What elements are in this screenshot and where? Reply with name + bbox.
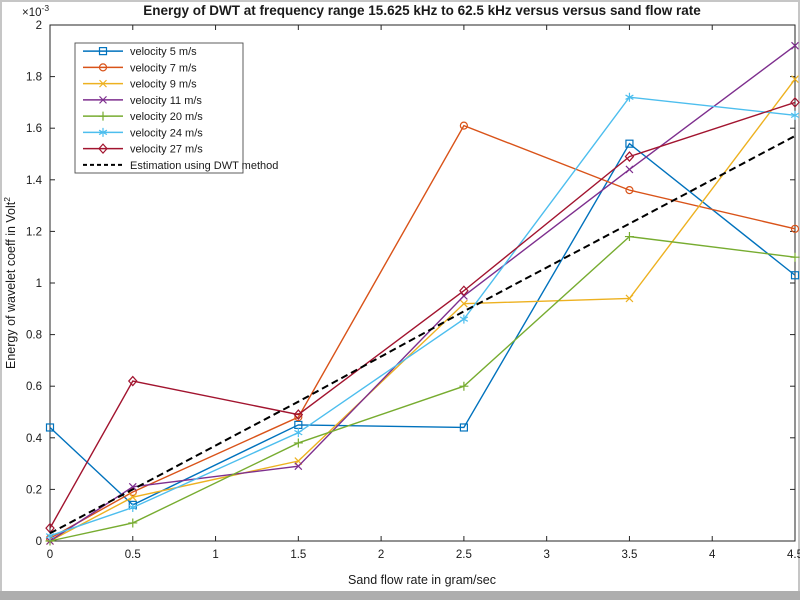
series-line-velocity-9-m-s	[49, 78, 796, 542]
y-tick-label: 1.4	[26, 175, 43, 187]
y-tick-label: 1.2	[26, 226, 42, 238]
y-tick-label: 0.6	[26, 381, 42, 393]
x-tick-label: 3	[543, 549, 549, 561]
series-line-velocity-7-m-s	[49, 124, 796, 540]
legend: velocity 5 m/s velocity 7 m/s velocity 9 m…	[74, 42, 278, 174]
circle-marker	[459, 121, 468, 130]
diamond-marker	[459, 285, 469, 297]
series-line-estimation-using-dwt-method	[49, 135, 796, 535]
legend-entry-velocity-27-m-s: velocity 27 m/s	[83, 143, 203, 156]
legend-box	[74, 42, 244, 174]
series-line-velocity-27-m-s	[49, 101, 796, 529]
x-tick-label: 2.5	[456, 549, 472, 561]
x-marker	[791, 75, 799, 84]
plot-area: 0 0.5 1 1.5 2 2.5 3 3.5 4 4.5 0 0.2 0.4 0.6 0.8 1 1.2 1.4…	[26, 20, 800, 561]
plus-marker	[459, 381, 469, 391]
y-tick-label: 1.8	[26, 72, 42, 84]
y-tick-label: 2	[36, 20, 42, 32]
x-marker	[128, 493, 137, 502]
square-marker	[45, 423, 55, 432]
x-marker	[625, 165, 634, 174]
series-line-velocity-20-m-s	[49, 235, 796, 542]
legend-label: velocity 7 m/s	[130, 62, 197, 74]
legend-entry-velocity-11-m-s: velocity 11 m/s	[83, 95, 202, 107]
legend-entry-velocity-7-m-s: velocity 7 m/s	[83, 62, 197, 74]
legend-entry-estimation-using-dwt-method: Estimation using DWT method	[83, 160, 278, 172]
x-tick-label: 2	[378, 549, 384, 561]
legend-label: Estimation using DWT method	[130, 160, 278, 172]
diamond-marker	[293, 409, 304, 420]
y-tick-label: 0	[36, 536, 42, 548]
legend-label: velocity 27 m/s	[130, 144, 203, 156]
legend-label: velocity 11 m/s	[130, 95, 202, 107]
chart-title: Energy of DWT at frequency range 15.625 …	[143, 3, 701, 18]
legend-entry-velocity-5-m-s: velocity 5 m/s	[83, 46, 197, 58]
asterisk-marker	[459, 314, 469, 324]
circle-marker	[625, 186, 634, 195]
circle-marker	[98, 63, 108, 72]
x-tick-label: 1	[212, 549, 218, 561]
asterisk-marker	[98, 127, 108, 137]
x-tick-label: 4	[709, 549, 716, 561]
asterisk-marker	[128, 502, 137, 512]
plus-marker	[790, 252, 800, 262]
x-marker	[791, 41, 799, 50]
series-velocity-27-m-s	[45, 96, 800, 534]
series-estimation-using-dwt-method	[49, 135, 796, 535]
x-marker	[625, 294, 634, 303]
legend-entry-velocity-9-m-s: velocity 9 m/s	[83, 79, 197, 91]
window-bottom-edge	[0, 591, 800, 600]
plus-marker	[128, 518, 138, 528]
legend-label: velocity 5 m/s	[130, 46, 197, 58]
x-marker	[128, 482, 137, 491]
legend-entry-velocity-20-m-s: velocity 20 m/s	[83, 111, 203, 123]
asterisk-marker	[625, 92, 634, 102]
series-line-velocity-24-m-s	[49, 96, 796, 537]
legend-label: velocity 20 m/s	[130, 111, 203, 123]
legend-label: velocity 24 m/s	[130, 127, 203, 139]
x-axis-label: Sand flow rate in gram/sec	[348, 573, 496, 587]
y-axis-exponent: ×10-3	[22, 3, 49, 19]
asterisk-marker	[790, 110, 800, 120]
series-velocity-24-m-s	[45, 92, 800, 541]
y-tick-label: 0.4	[26, 433, 43, 445]
series-velocity-7-m-s	[45, 121, 800, 543]
x-tick-label: 1.5	[290, 549, 306, 561]
circle-marker	[790, 224, 800, 233]
plus-marker	[624, 232, 634, 242]
diamond-marker	[98, 143, 108, 155]
plus-marker	[293, 438, 303, 448]
x-marker	[294, 462, 303, 471]
x-marker	[459, 299, 468, 308]
asterisk-marker	[294, 428, 303, 438]
circle-marker	[294, 413, 303, 422]
x-tick-label: 3.5	[621, 549, 637, 561]
x-marker	[99, 79, 107, 88]
legend-entry-velocity-24-m-s: velocity 24 m/s	[83, 127, 203, 139]
y-tick-label: 1.6	[26, 123, 42, 135]
x-tick-label: 0.5	[125, 549, 141, 561]
series-line-velocity-5-m-s	[49, 142, 796, 506]
x-tick-label: 0	[47, 549, 53, 561]
legend-label: velocity 9 m/s	[130, 79, 197, 91]
diamond-marker	[790, 96, 800, 108]
y-tick-label: 0.8	[26, 330, 42, 342]
y-tick-label: 0.2	[26, 484, 42, 496]
series-velocity-5-m-s	[45, 139, 800, 509]
y-axis-label: Energy of wavelet coeff in Volt2	[2, 197, 18, 369]
plus-marker	[98, 111, 108, 121]
square-marker	[625, 139, 634, 148]
x-tick-label: 4.5	[787, 549, 800, 561]
x-marker	[99, 95, 107, 104]
y-tick-label: 1	[36, 278, 42, 290]
series-velocity-20-m-s	[45, 232, 800, 546]
square-marker	[459, 423, 468, 432]
diamond-marker	[624, 151, 635, 162]
diamond-marker	[127, 375, 138, 387]
square-marker	[790, 271, 800, 280]
square-marker	[98, 47, 108, 56]
